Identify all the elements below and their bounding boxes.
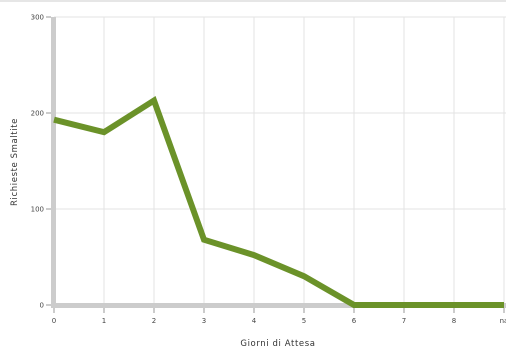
top-border: [0, 0, 506, 2]
x-tick-label: 8: [452, 317, 456, 325]
x-tick-label: 1: [102, 317, 106, 325]
y-axis-ticks: 0 100 200 300: [31, 14, 51, 310]
x-tick-label: 6: [352, 317, 357, 325]
y-tick-label: 100: [31, 206, 44, 214]
x-tick-label: 5: [302, 317, 306, 325]
grid-lines: [54, 16, 506, 305]
x-axis-line: [51, 303, 506, 308]
series-line: [53, 95, 504, 308]
y-tick-label: 0: [40, 302, 44, 310]
y-axis-line: [51, 17, 56, 307]
x-tick-label: 2: [152, 317, 156, 325]
x-axis-title: Giorni di Attesa: [240, 339, 315, 349]
axes: [51, 17, 506, 308]
x-tick-label: na: [500, 317, 506, 325]
y-axis-title: Richieste Smaltite: [10, 118, 20, 206]
x-axis-ticks: 0 1 2 3 4 5 6 7 8 na: [52, 308, 506, 325]
x-tick-label: 3: [202, 317, 206, 325]
x-tick-label: 7: [402, 317, 406, 325]
x-tick-label: 4: [252, 317, 257, 325]
x-tick-label: 0: [52, 317, 56, 325]
y-tick-label: 200: [31, 110, 44, 118]
y-tick-label: 300: [31, 14, 44, 22]
